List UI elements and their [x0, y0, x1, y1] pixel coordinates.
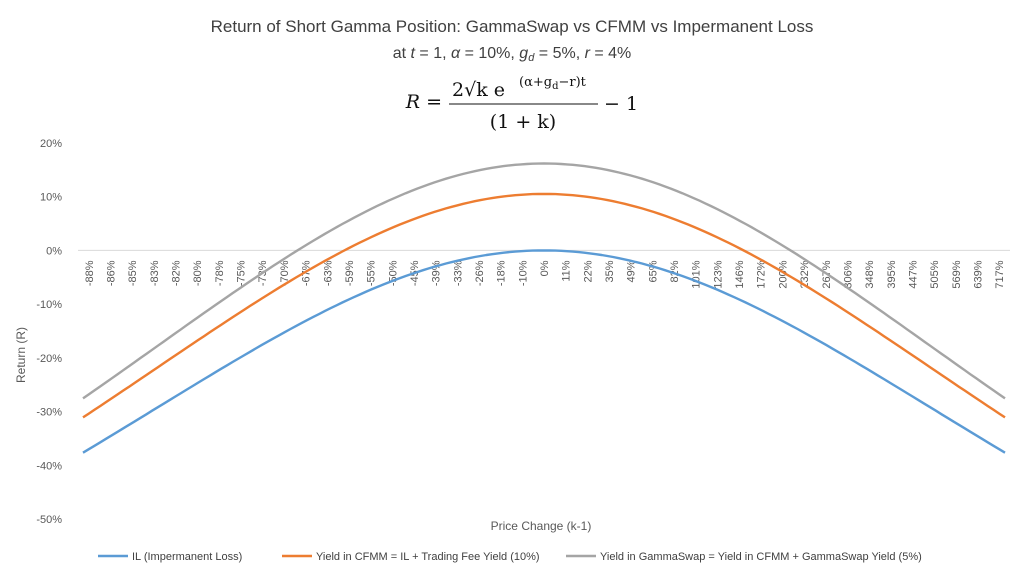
- series-layer: [82, 162, 1006, 454]
- legend: IL (Impermanent Loss) Yield in CFMM = IL …: [98, 551, 922, 563]
- x-tick-label: -18%: [496, 260, 508, 286]
- svg-text:− 1: − 1: [604, 93, 638, 115]
- x-tick-label: -83%: [149, 260, 161, 286]
- x-tick-label: 639%: [972, 260, 984, 288]
- x-tick-label: 232%: [799, 260, 811, 288]
- x-tick-label: -10%: [517, 260, 529, 286]
- x-tick-label: -85%: [127, 260, 139, 286]
- x-tick-label: 717%: [994, 260, 1006, 288]
- x-tick-label: 306%: [842, 260, 854, 288]
- legend-entry: Yield in CFMM = IL + Trading Fee Yield (…: [316, 551, 540, 563]
- x-tick-label: -70%: [279, 260, 291, 286]
- x-tick-label: 82%: [669, 260, 681, 282]
- y-axis-title: Return (R): [14, 327, 28, 383]
- y-tick-label: -30%: [36, 407, 62, 419]
- legend-entry: IL (Impermanent Loss): [132, 551, 242, 563]
- x-tick-label: -82%: [171, 260, 183, 286]
- x-tick-label: 505%: [929, 260, 941, 288]
- x-tick-label: 395%: [886, 260, 898, 288]
- x-tick-label: 0%: [539, 260, 551, 276]
- x-tick-label: 22%: [582, 260, 594, 282]
- x-tick-label: 172%: [756, 260, 768, 288]
- chart-subtitle: at t = 1, α = 10%, gd = 5%, r = 4%: [393, 45, 632, 64]
- x-tick-label: -86%: [106, 260, 118, 286]
- x-tick-label: 146%: [734, 260, 746, 288]
- x-tick-label: -26%: [474, 260, 486, 286]
- x-axis-title: Price Change (k-1): [491, 519, 592, 533]
- y-tick-label: 10%: [40, 192, 62, 204]
- x-tick-label: 65%: [647, 260, 659, 282]
- x-tick-label: -88%: [84, 260, 96, 286]
- y-tick-label: -10%: [36, 299, 62, 311]
- x-tick-label: 49%: [626, 260, 638, 282]
- x-tick-label: -55%: [366, 260, 378, 286]
- x-tick-label: 569%: [951, 260, 963, 288]
- chart-title: Return of Short Gamma Position: GammaSwa…: [211, 17, 814, 36]
- x-tick-label: -63%: [322, 260, 334, 286]
- y-tick-label: 20%: [40, 138, 62, 150]
- series-line-2: [82, 192, 1006, 419]
- x-tick-label: -33%: [452, 260, 464, 286]
- legend-entry: Yield in GammaSwap = Yield in CFMM + Gam…: [600, 551, 922, 563]
- series-line-3: [82, 162, 1006, 400]
- x-tick-label: 348%: [864, 260, 876, 288]
- x-tick-label: 447%: [907, 260, 919, 288]
- svg-text:R =: R =: [405, 91, 442, 113]
- y-axis: 20% 10% 0% -10% -20% -30% -40% -50%: [36, 138, 62, 526]
- svg-text:2√k e: 2√k e: [452, 79, 505, 101]
- x-tick-label: 200%: [777, 260, 789, 288]
- y-tick-label: -20%: [36, 353, 62, 365]
- x-tick-label: -59%: [344, 260, 356, 286]
- svg-text:(α+gd−r)t: (α+gd−r)t: [519, 75, 587, 92]
- x-axis: -88% -86% -85% -83% -82% -80% -78% -75% -73% -70%…: [78, 249, 1010, 289]
- svg-text:(1 + k): (1 + k): [490, 111, 556, 133]
- x-tick-label: 123%: [712, 260, 724, 288]
- y-tick-label: -40%: [36, 460, 62, 472]
- x-tick-label: -67%: [301, 260, 313, 286]
- chart-formula: R = 2√k e (α+gd−r)t (1 + k) − 1: [405, 75, 638, 133]
- y-tick-label: 0%: [46, 245, 62, 257]
- x-tick-label: -78%: [214, 260, 226, 286]
- x-tick-label: 11%: [561, 260, 573, 281]
- series-line-1: [82, 249, 1006, 454]
- x-tick-label: -75%: [236, 260, 248, 286]
- y-tick-label: -50%: [36, 514, 62, 526]
- x-tick-label: -80%: [192, 260, 204, 286]
- x-tick-label: 35%: [604, 260, 616, 282]
